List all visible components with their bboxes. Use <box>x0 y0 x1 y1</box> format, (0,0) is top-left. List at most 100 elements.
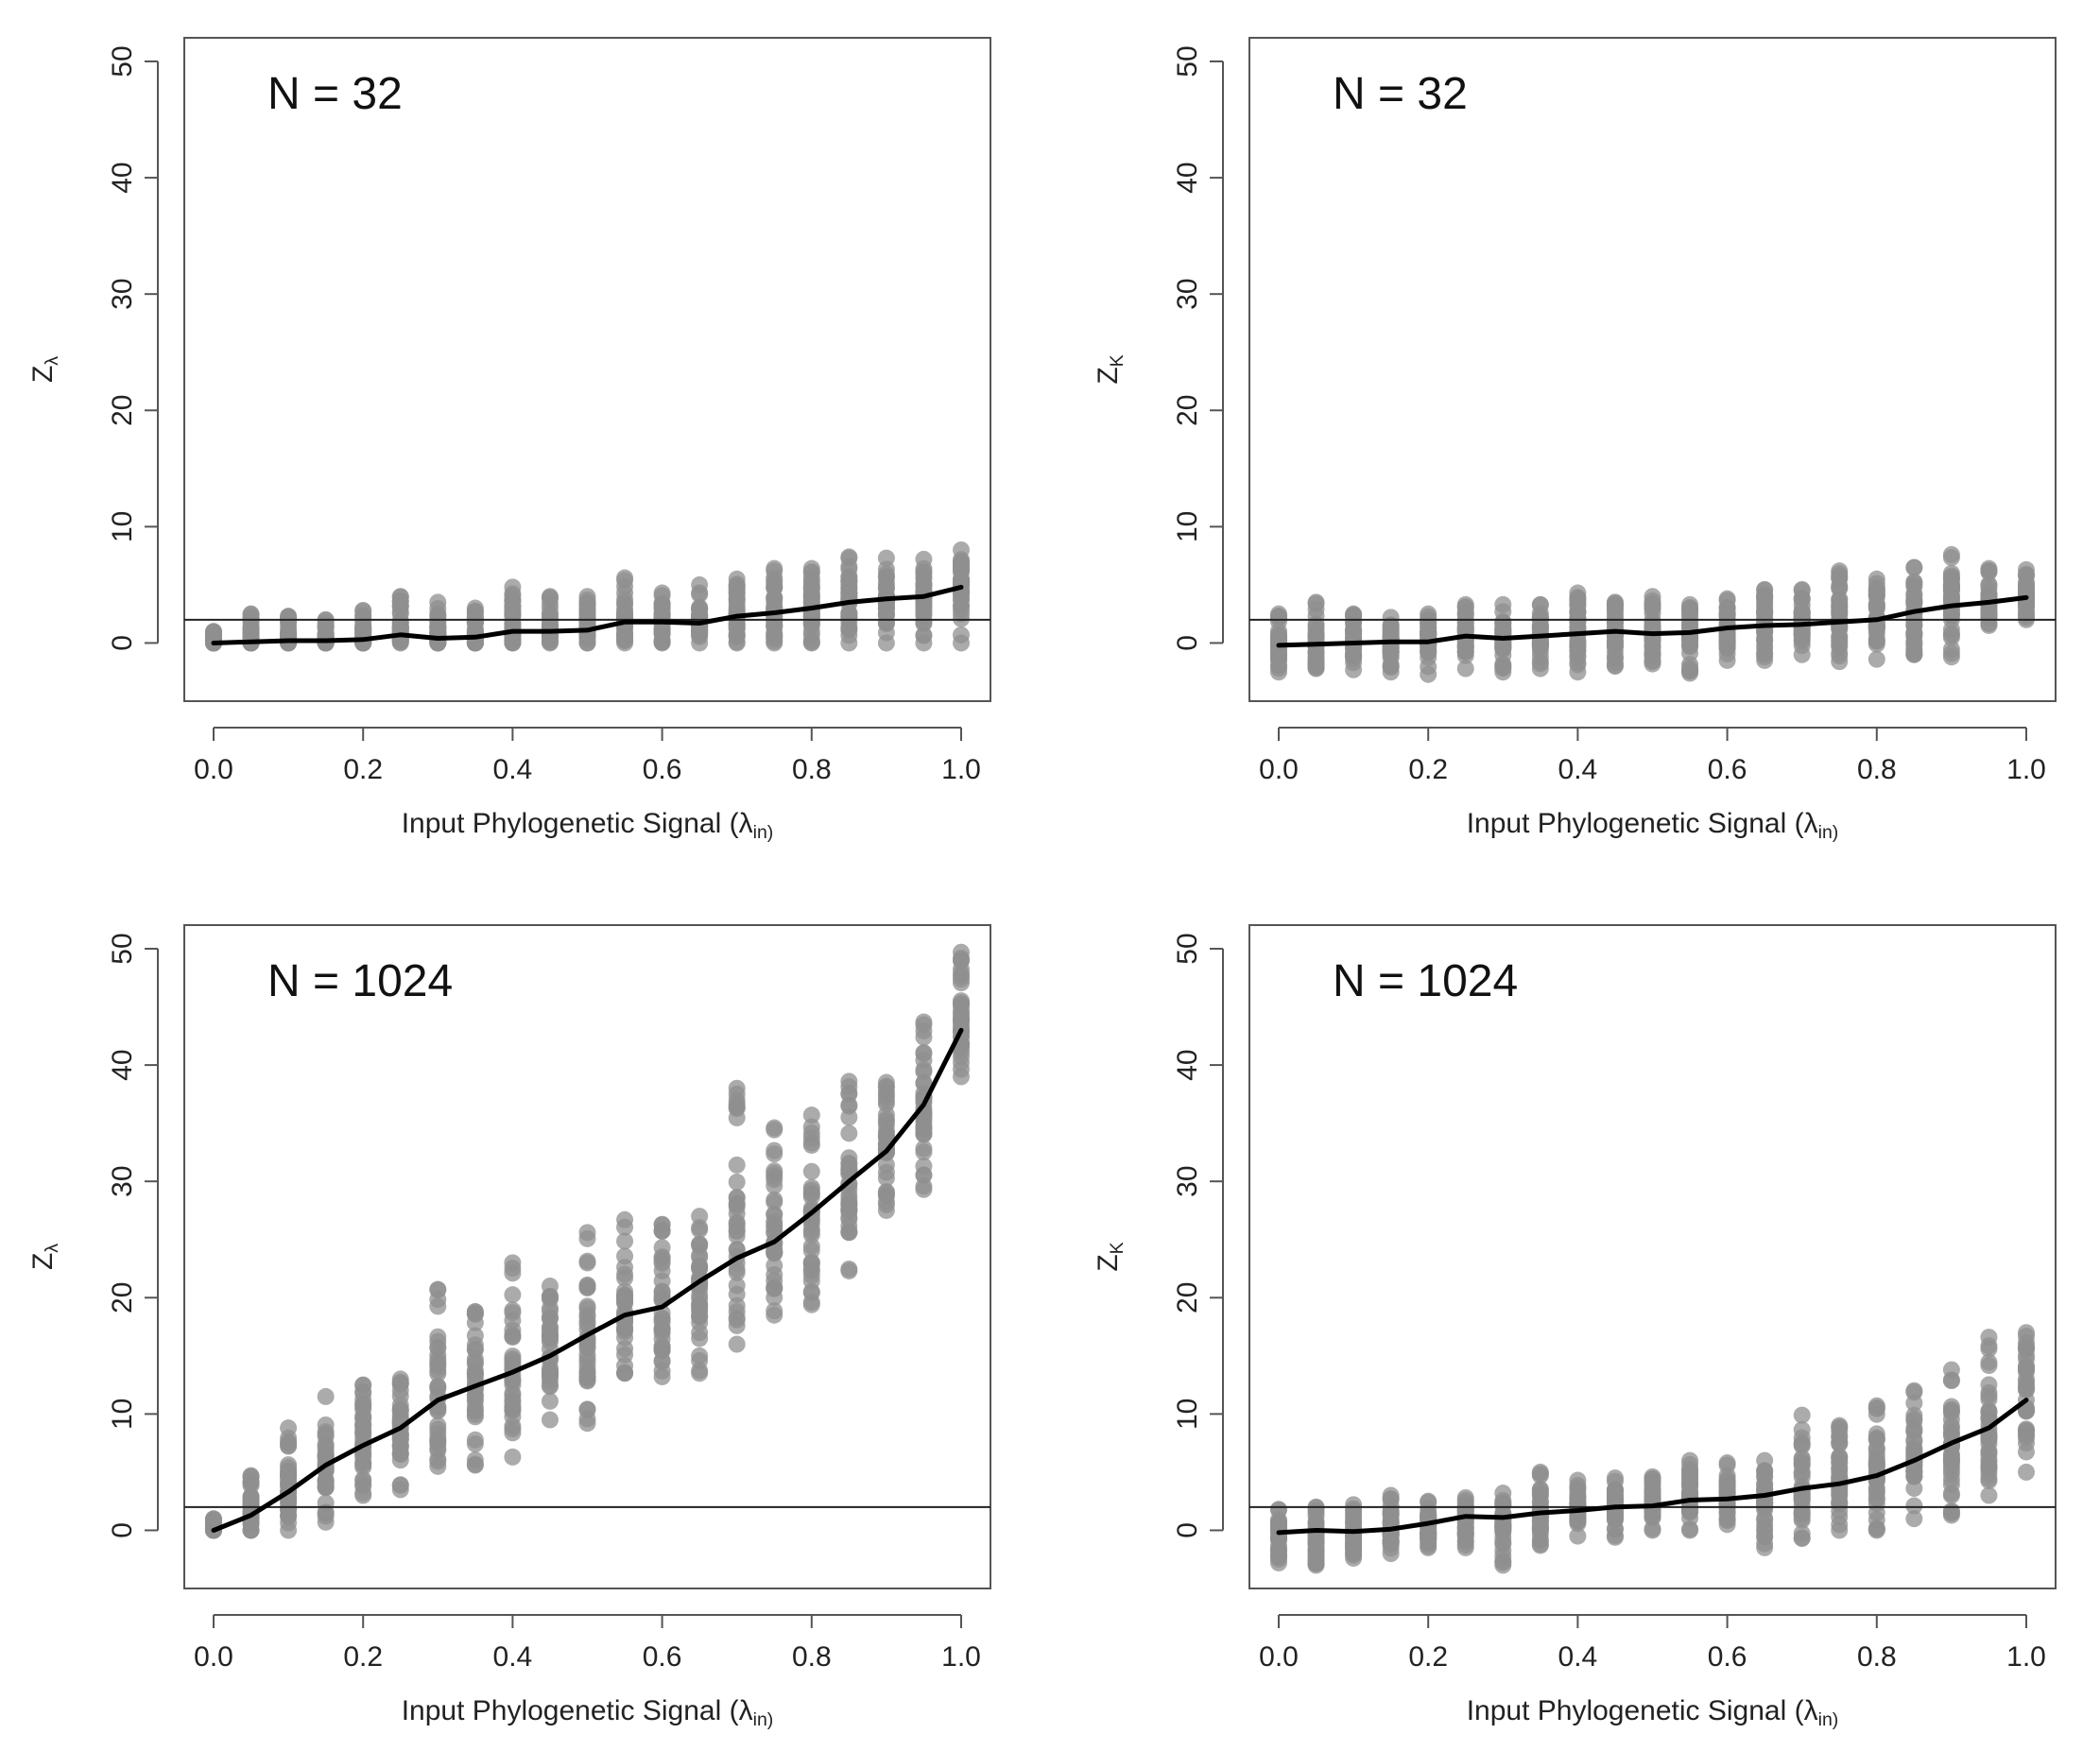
data-point <box>1942 569 1960 587</box>
y-tick-label: 40 <box>107 1049 138 1080</box>
data-point <box>429 1416 447 1434</box>
data-point <box>1569 612 1587 630</box>
data-point <box>1868 1405 1885 1423</box>
data-point <box>1905 573 1923 591</box>
data-point <box>466 1353 484 1371</box>
data-point <box>541 1309 559 1327</box>
data-point <box>504 1399 522 1416</box>
data-point <box>1456 660 1474 678</box>
data-point <box>354 1382 372 1400</box>
y-tick-label: 50 <box>107 933 138 964</box>
data-point <box>1793 637 1811 655</box>
data-point <box>1980 562 1998 580</box>
data-point <box>280 1506 298 1524</box>
data-point <box>766 1193 783 1211</box>
data-point <box>1905 1406 1923 1424</box>
x-axis-title: Input Phylogenetic Signal (λin) <box>402 1695 774 1730</box>
data-point <box>2018 1421 2035 1439</box>
y-tick-label: 40 <box>107 162 138 193</box>
data-point <box>691 1221 709 1239</box>
data-point <box>2018 1443 2035 1461</box>
data-point <box>504 1448 522 1466</box>
x-tick-label: 0.0 <box>1259 1641 1299 1673</box>
data-point <box>1980 1353 1998 1371</box>
data-point <box>766 1279 783 1296</box>
x-tick-label: 1.0 <box>2006 1641 2046 1673</box>
data-point <box>429 1291 447 1309</box>
data-point <box>466 1455 484 1473</box>
data-point <box>429 1451 447 1468</box>
data-point <box>1942 549 1960 567</box>
data-point <box>728 1335 746 1353</box>
data-point <box>1420 608 1437 626</box>
data-point <box>1980 1443 1998 1461</box>
data-point <box>1942 1502 1960 1519</box>
data-point <box>1793 1433 1811 1451</box>
data-point <box>877 565 895 583</box>
data-point <box>1793 1529 1811 1547</box>
data-point <box>1793 1454 1811 1472</box>
data-point <box>691 1330 709 1348</box>
data-point <box>691 1246 709 1264</box>
y-tick-label: 0 <box>1172 635 1203 651</box>
data-point <box>354 1475 372 1493</box>
x-tick-label: 0.6 <box>643 1641 682 1673</box>
y-tick-label: 10 <box>1172 511 1203 542</box>
data-point <box>1980 1486 1998 1504</box>
data-point <box>840 1191 858 1209</box>
data-point <box>1307 651 1325 669</box>
data-point <box>578 1400 596 1418</box>
data-point <box>1868 594 1885 612</box>
y-tick-label: 30 <box>1172 278 1203 309</box>
data-point <box>915 570 933 588</box>
data-point <box>354 1395 372 1413</box>
data-point <box>915 1140 933 1158</box>
data-point <box>280 1434 298 1452</box>
x-tick-label: 0.6 <box>643 754 682 785</box>
data-point <box>1980 1402 1998 1420</box>
data-point <box>541 1411 559 1429</box>
data-point <box>504 587 522 605</box>
y-tick-label: 0 <box>107 635 138 651</box>
data-point <box>840 1124 858 1142</box>
data-point <box>1718 1503 1736 1521</box>
panel-label: N = 32 <box>1333 69 1468 119</box>
data-point <box>1681 1465 1699 1483</box>
data-point <box>429 1435 447 1453</box>
data-point <box>877 1122 895 1140</box>
x-tick-label: 0.0 <box>194 1641 233 1673</box>
data-point <box>242 1468 260 1486</box>
data-point <box>840 1160 858 1178</box>
data-point <box>840 1260 858 1278</box>
data-point <box>1793 591 1811 609</box>
data-point <box>1831 1508 1849 1526</box>
data-point <box>1868 1431 1885 1449</box>
data-point <box>840 627 858 644</box>
data-point <box>766 1302 783 1320</box>
data-point <box>877 1086 895 1104</box>
mean-line <box>1276 1398 2029 1536</box>
scatter-points <box>1270 545 2035 683</box>
data-point <box>1531 1531 1549 1549</box>
data-point <box>466 1341 484 1359</box>
y-axis-title: Zλ <box>27 356 62 383</box>
data-point <box>1942 628 1960 646</box>
data-point <box>317 1447 335 1465</box>
y-tick-label: 10 <box>1172 1399 1203 1430</box>
y-tick-label: 30 <box>1172 1165 1203 1196</box>
x-tick-label: 1.0 <box>941 1641 981 1673</box>
data-point <box>1905 1422 1923 1440</box>
plot-frame <box>183 924 991 1589</box>
data-point <box>766 632 783 650</box>
data-point <box>802 580 820 598</box>
data-point <box>766 1218 783 1236</box>
data-point <box>1681 1509 1699 1527</box>
data-point <box>1793 606 1811 624</box>
y-tick-label: 40 <box>1172 1049 1203 1080</box>
y-tick-label: 30 <box>107 1165 138 1196</box>
data-point <box>802 1118 820 1136</box>
data-point <box>1980 1472 1998 1490</box>
data-point <box>466 1431 484 1449</box>
data-point <box>466 1408 484 1426</box>
data-point <box>728 1285 746 1303</box>
